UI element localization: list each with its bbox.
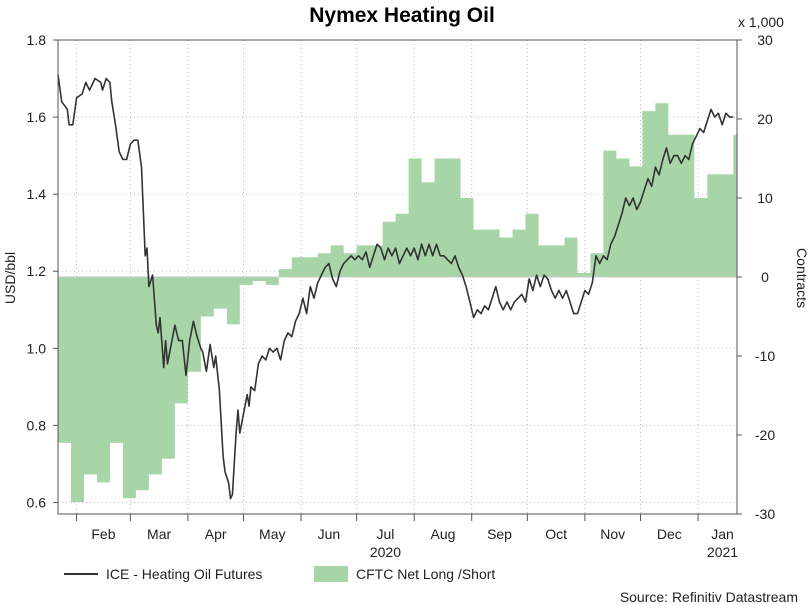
legend-label-cftc: CFTC Net Long /Short [356, 566, 495, 582]
month-label: Apr [205, 526, 227, 542]
right-axis-ticks: -30 -20 -10 0 10 20 30 [737, 32, 775, 522]
left-tick-label: 0.6 [27, 494, 47, 510]
right-axis-title: Contracts [794, 248, 810, 308]
chart-title: Nymex Heating Oil [309, 4, 495, 27]
year-label: 2021 [707, 544, 738, 560]
x-axis-month-ticks: Feb Mar Apr May Jun Jul Aug Sep Oct Nov Dec Jan [76, 514, 734, 542]
month-label: Sep [487, 526, 512, 542]
heating-oil-line [57, 74, 734, 500]
year-label: 2020 [370, 544, 401, 560]
month-label: Feb [91, 526, 115, 542]
month-label: Jun [318, 526, 341, 542]
month-label: Jul [376, 526, 394, 542]
month-label: Dec [657, 526, 682, 542]
left-axis-ticks: 0.6 0.8 1.0 1.2 1.4 1.6 1.8 [27, 32, 58, 510]
right-tick-label: -30 [755, 506, 775, 522]
right-tick-label: -20 [755, 427, 775, 443]
source-note: Source: Refinitiv Datastream [620, 589, 798, 605]
legend-area-swatch [314, 566, 348, 582]
left-tick-label: 1.6 [27, 109, 47, 125]
cftc-area [58, 103, 737, 503]
cftc-area-series [58, 103, 737, 503]
left-tick-label: 1.0 [27, 340, 47, 356]
left-tick-label: 0.8 [27, 417, 47, 433]
left-tick-label: 1.8 [27, 32, 47, 48]
right-tick-label: 20 [757, 111, 773, 127]
right-tick-label: 0 [761, 269, 769, 285]
left-axis-title: USD/bbl [2, 252, 18, 304]
heating-oil-line-series [57, 74, 734, 500]
legend-label-heating-oil: ICE - Heating Oil Futures [106, 566, 262, 582]
month-label: Oct [545, 526, 567, 542]
month-label: Nov [600, 526, 625, 542]
right-axis-multiplier: x 1,000 [738, 14, 784, 30]
left-tick-label: 1.2 [27, 263, 47, 279]
right-tick-label: 10 [757, 190, 773, 206]
left-tick-label: 1.4 [27, 186, 47, 202]
month-label: Aug [430, 526, 455, 542]
month-label: Mar [147, 526, 171, 542]
right-tick-label: 30 [757, 32, 773, 48]
legend: ICE - Heating Oil Futures CFTC Net Long … [64, 566, 495, 582]
x-axis-year-ticks: 2020 2021 [370, 544, 738, 560]
right-tick-label: -10 [755, 348, 775, 364]
month-label: Jan [711, 526, 734, 542]
month-label: May [259, 526, 285, 542]
